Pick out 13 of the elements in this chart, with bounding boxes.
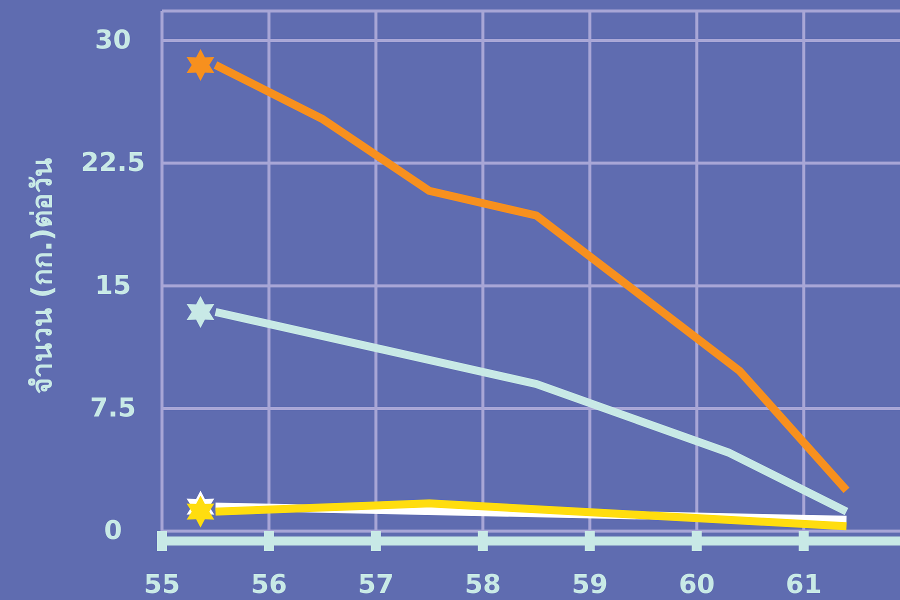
x-tick-label: 59 (572, 570, 608, 600)
x-tick-label: 61 (786, 570, 822, 600)
y-tick-label: 30 (94, 25, 132, 56)
x-tick-label: 57 (358, 570, 394, 600)
x-tick-label: 58 (464, 570, 501, 600)
y-tick-label: 7.5 (90, 394, 136, 424)
x-tick-label: 55 (144, 570, 180, 600)
y-tick-label: 22.5 (80, 148, 146, 178)
x-tick-label: 56 (250, 570, 288, 600)
y-tick-label: 15 (94, 270, 132, 301)
y-tick-label: 0 (104, 516, 122, 546)
x-tick-label: 60 (678, 570, 715, 600)
y-axis-title: จำนวน (กก.)ต่อวัน (26, 158, 58, 394)
